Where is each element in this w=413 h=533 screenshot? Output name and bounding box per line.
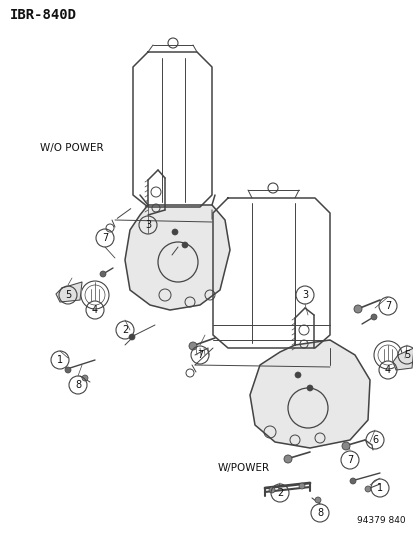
Text: 1: 1 bbox=[57, 355, 63, 365]
Text: 3: 3 bbox=[301, 290, 307, 300]
Circle shape bbox=[364, 486, 370, 492]
Circle shape bbox=[182, 242, 188, 248]
Polygon shape bbox=[249, 340, 369, 448]
Text: 3: 3 bbox=[145, 220, 151, 230]
Circle shape bbox=[341, 442, 349, 450]
Circle shape bbox=[294, 372, 300, 378]
Text: 8: 8 bbox=[316, 508, 322, 518]
Text: W/POWER: W/POWER bbox=[218, 463, 269, 473]
Text: 4: 4 bbox=[384, 365, 390, 375]
Text: 2: 2 bbox=[121, 325, 128, 335]
Circle shape bbox=[353, 305, 361, 313]
Text: 7: 7 bbox=[102, 233, 108, 243]
Circle shape bbox=[268, 487, 274, 493]
Text: 7: 7 bbox=[384, 301, 390, 311]
Text: 8: 8 bbox=[75, 380, 81, 390]
Circle shape bbox=[306, 385, 312, 391]
Circle shape bbox=[100, 271, 106, 277]
Text: IBR-840D: IBR-840D bbox=[10, 8, 77, 22]
Text: 5: 5 bbox=[65, 290, 71, 300]
Text: 1: 1 bbox=[376, 483, 382, 493]
Text: 2: 2 bbox=[276, 488, 282, 498]
Circle shape bbox=[314, 497, 320, 503]
Circle shape bbox=[171, 229, 178, 235]
Polygon shape bbox=[125, 205, 230, 310]
Circle shape bbox=[65, 367, 71, 373]
Text: W/O POWER: W/O POWER bbox=[40, 143, 103, 153]
Text: 6: 6 bbox=[371, 435, 377, 445]
Circle shape bbox=[189, 342, 197, 350]
Text: 7: 7 bbox=[346, 455, 352, 465]
Circle shape bbox=[349, 478, 355, 484]
Polygon shape bbox=[56, 282, 82, 302]
Polygon shape bbox=[392, 348, 413, 370]
Circle shape bbox=[82, 375, 88, 381]
Circle shape bbox=[129, 334, 135, 340]
Text: 4: 4 bbox=[92, 305, 98, 315]
Text: 7: 7 bbox=[197, 350, 203, 360]
Text: 5: 5 bbox=[403, 350, 409, 360]
Circle shape bbox=[370, 314, 376, 320]
Text: 94379 840: 94379 840 bbox=[356, 516, 405, 525]
Circle shape bbox=[283, 455, 291, 463]
Circle shape bbox=[298, 483, 304, 489]
